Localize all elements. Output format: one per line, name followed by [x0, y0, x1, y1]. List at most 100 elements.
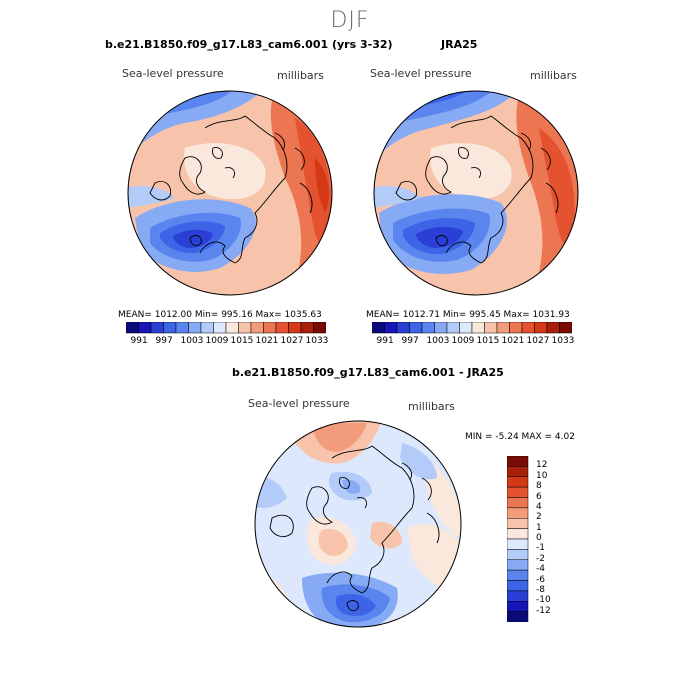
colorbar-swatch: [163, 322, 177, 334]
diff-colorbar-swatch: [507, 518, 529, 529]
obs-panel-title: JRA25: [441, 38, 478, 51]
obs-stats: MEAN= 1012.71 Min= 995.45 Max= 1031.93: [366, 310, 570, 320]
diff-colorbar-tick-label: 6: [536, 491, 542, 502]
colorbar-swatch: [409, 322, 423, 334]
colorbar-swatch: [372, 322, 385, 334]
colorbar-swatch: [213, 322, 227, 334]
obs-variable-label: Sea-level pressure: [370, 67, 472, 80]
colorbar-swatch: [484, 322, 498, 334]
obs-colorbar: [372, 322, 572, 334]
diff-colorbar-tick-label: 2: [536, 512, 542, 523]
obs-slp-map: [373, 90, 579, 296]
diff-colorbar-tick-label: 4: [536, 501, 542, 512]
colorbar-swatch: [459, 322, 473, 334]
diff-colorbar-swatch: [507, 456, 529, 467]
colorbar-swatch: [225, 322, 239, 334]
colorbar-swatch: [238, 322, 252, 334]
colorbar-tick-label: 1003: [180, 336, 204, 346]
diff-colorbar-swatch: [507, 611, 529, 622]
obs-colorbar-labels: 991 997 1003 1009 1015 1021 1027 1033: [372, 336, 582, 348]
diff-colorbar-swatch: [507, 528, 529, 540]
diff-colorbar-swatch: [507, 476, 529, 488]
diff-panel-title: b.e21.B1850.f09_g17.L83_cam6.001 - JRA25: [232, 366, 504, 379]
colorbar-tick-label: 1009: [205, 336, 229, 346]
colorbar-tick-label: 1033: [551, 336, 575, 346]
model-colorbar-labels: 991 997 1003 1009 1015 1021 1027 1033: [126, 336, 336, 348]
colorbar-swatch: [200, 322, 214, 334]
diff-colorbar-tick-label: 12: [536, 460, 548, 471]
diff-slp-map: [254, 420, 462, 628]
colorbar-tick-label: 1015: [476, 336, 500, 346]
season-title: DJF: [330, 8, 370, 33]
diff-colorbar-tick-label: -8: [536, 584, 545, 595]
colorbar-swatch: [250, 322, 264, 334]
colorbar-swatch: [288, 322, 302, 334]
diff-colorbar-tick-label: -10: [536, 595, 551, 606]
model-variable-label: Sea-level pressure: [122, 67, 224, 80]
colorbar-swatch: [534, 322, 548, 334]
diff-colorbar-swatch: [507, 466, 529, 477]
colorbar-swatch: [471, 322, 485, 334]
model-units-label: millibars: [277, 69, 324, 82]
colorbar-swatch: [188, 322, 202, 334]
diff-colorbar-swatch: [507, 601, 529, 612]
diff-units-label: millibars: [408, 400, 455, 413]
colorbar-tick-label: 1009: [451, 336, 475, 346]
colorbar-tick-label: 997: [401, 336, 419, 346]
colorbar-tick-label: 1021: [255, 336, 279, 346]
colorbar-swatch: [496, 322, 510, 334]
diff-colorbar-swatch: [507, 549, 529, 560]
colorbar-swatch: [138, 322, 152, 334]
diff-colorbar-tick-label: -4: [536, 564, 545, 575]
diff-colorbar-swatch: [507, 507, 529, 519]
colorbar-swatch: [150, 322, 164, 334]
diff-colorbar-tick-label: 10: [536, 470, 548, 481]
colorbar-swatch: [546, 322, 560, 334]
obs-units-label: millibars: [530, 69, 577, 82]
colorbar-tick-label: 997: [155, 336, 173, 346]
colorbar-tick-label: 1003: [426, 336, 450, 346]
colorbar-tick-label: 1027: [526, 336, 550, 346]
colorbar-tick-label: 1015: [230, 336, 254, 346]
diff-colorbar-swatch: [507, 580, 529, 592]
diff-colorbar-swatch: [507, 569, 529, 581]
diff-variable-label: Sea-level pressure: [248, 397, 350, 410]
colorbar-swatch: [275, 322, 289, 334]
colorbar-swatch: [384, 322, 398, 334]
colorbar-tick-label: 1021: [501, 336, 525, 346]
colorbar-tick-label: 1027: [280, 336, 304, 346]
colorbar-swatch: [509, 322, 523, 334]
model-stats: MEAN= 1012.00 Min= 995.16 Max= 1035.63: [118, 310, 322, 320]
colorbar-tick-label: 991: [376, 336, 394, 346]
diff-colorbar-swatch: [507, 497, 529, 509]
colorbar-tick-label: 1033: [305, 336, 329, 346]
colorbar-swatch: [421, 322, 435, 334]
diff-colorbar-swatch: [507, 486, 529, 498]
model-colorbar: [126, 322, 326, 334]
colorbar-swatch: [313, 322, 326, 334]
diff-colorbar-tick-label: -1: [536, 543, 545, 554]
diff-colorbar-swatch: [507, 559, 529, 571]
colorbar-swatch: [263, 322, 277, 334]
colorbar-tick-label: 991: [130, 336, 148, 346]
colorbar-swatch: [521, 322, 535, 334]
diff-minmax: MIN = -5.24 MAX = 4.02: [465, 432, 575, 442]
colorbar-swatch: [559, 322, 572, 334]
model-slp-map: [127, 90, 333, 296]
colorbar-swatch: [126, 322, 139, 334]
diff-colorbar-tick-label: -6: [536, 574, 545, 585]
diff-colorbar-tick-label: 8: [536, 481, 542, 492]
diff-colorbar-labels: 12 10 8 6 4 2 1 0 -1 -2 -4 -6 -8 -10 -12: [536, 456, 576, 622]
diff-colorbar-swatch: [507, 538, 529, 550]
model-panel-title: b.e21.B1850.f09_g17.L83_cam6.001 (yrs 3-…: [105, 38, 393, 51]
colorbar-swatch: [434, 322, 448, 334]
colorbar-swatch: [396, 322, 410, 334]
diff-colorbar-tick-label: 1: [536, 522, 542, 533]
diff-colorbar-tick-label: -2: [536, 553, 545, 564]
colorbar-swatch: [300, 322, 314, 334]
diff-colorbar-tick-label: 0: [536, 533, 542, 543]
diff-colorbar-swatch: [507, 590, 529, 602]
colorbar-swatch: [175, 322, 189, 334]
colorbar-swatch: [446, 322, 460, 334]
diff-colorbar-tick-label: -12: [536, 605, 551, 616]
